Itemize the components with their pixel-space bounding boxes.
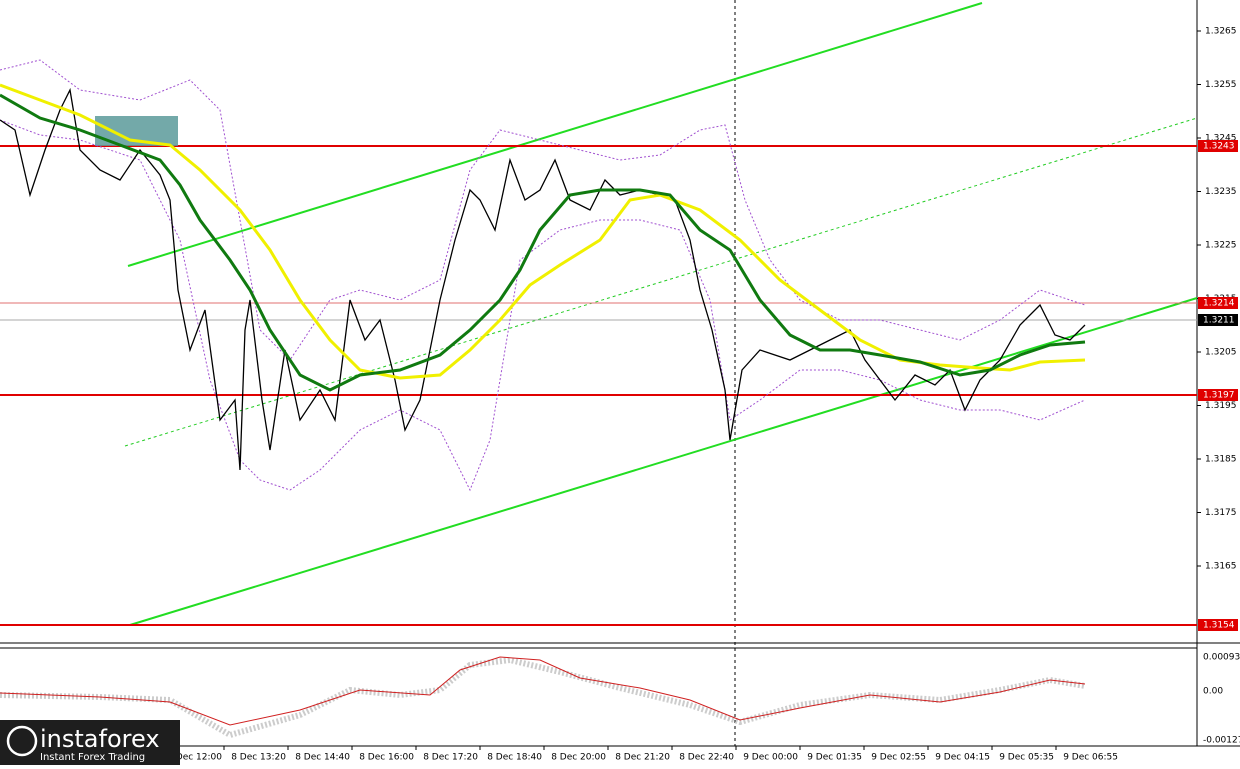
level-tag xyxy=(1198,619,1238,631)
time-tick-label: 9 Dec 02:55 xyxy=(871,753,926,763)
price-tick-label: 1.3245 xyxy=(1205,134,1237,144)
level-label: 1.3243 xyxy=(1203,142,1235,152)
time-tick-label: 8 Dec 16:00 xyxy=(359,753,414,763)
level-tag xyxy=(1198,389,1238,401)
channel-line xyxy=(127,2,983,267)
time-tick-label: 8 Dec 21:20 xyxy=(615,753,670,763)
histogram xyxy=(0,656,1086,739)
price-tick-label: 1.3205 xyxy=(1205,348,1237,358)
logo-box xyxy=(0,720,180,765)
time-tick-label: 8 Dec 18:40 xyxy=(487,753,542,763)
time-tick-label: 8 Dec 22:40 xyxy=(679,753,734,763)
logo-tagline: Instant Forex Trading xyxy=(40,752,145,763)
level-label: 1.3154 xyxy=(1203,621,1235,631)
price-tick-label: 1.3185 xyxy=(1205,455,1237,465)
time-tick-label: 9 Dec 00:00 xyxy=(743,753,798,763)
price-tick-label: 1.3265 xyxy=(1205,27,1237,37)
time-tick-label: 9 Dec 01:35 xyxy=(807,753,862,763)
price-tick-label: 1.3195 xyxy=(1205,401,1237,411)
time-tick-label: 8 Dec 12:00 xyxy=(167,753,222,763)
time-tick-label: 8 Dec 20:00 xyxy=(551,753,606,763)
price-tag xyxy=(1198,314,1238,326)
price-tick-label: 1.3165 xyxy=(1205,562,1237,572)
time-tick-label: 8 Dec 13:20 xyxy=(231,753,286,763)
logo-icon xyxy=(6,725,38,757)
signal-line xyxy=(0,656,1086,726)
price-tick-label: 1.3255 xyxy=(1205,80,1237,90)
price-path xyxy=(0,87,1086,471)
price-tick-label: 1.3225 xyxy=(1205,241,1237,251)
bollinger-band xyxy=(0,59,1086,361)
price-tick-label: 1.3235 xyxy=(1205,187,1237,197)
current-price: 1.3211 xyxy=(1203,316,1235,326)
time-tick-label: 9 Dec 05:35 xyxy=(999,753,1054,763)
level-tag xyxy=(1198,297,1238,309)
level-label: 1.3214 xyxy=(1203,299,1235,309)
indicator-tick-label: 0.00093 xyxy=(1203,653,1240,663)
time-tick-label: 9 Dec 06:55 xyxy=(1063,753,1118,763)
indicator-tick-label: -0.00127 xyxy=(1203,736,1240,746)
level-label: 1.3197 xyxy=(1203,391,1235,401)
moving-average xyxy=(0,93,1086,392)
bollinger-band xyxy=(0,119,1086,492)
channel-line xyxy=(129,297,1198,626)
price-tick-label: 1.3175 xyxy=(1205,508,1237,518)
channel-midline xyxy=(124,117,1198,447)
level-tag xyxy=(1198,140,1238,152)
logo-name: instaforex xyxy=(40,725,160,753)
indicator-tick-label: 0.00 xyxy=(1203,687,1223,697)
time-tick-label: 9 Dec 04:15 xyxy=(935,753,990,763)
time-tick-label: 8 Dec 14:40 xyxy=(295,753,350,763)
time-tick-label: 8 Dec 17:20 xyxy=(423,753,478,763)
